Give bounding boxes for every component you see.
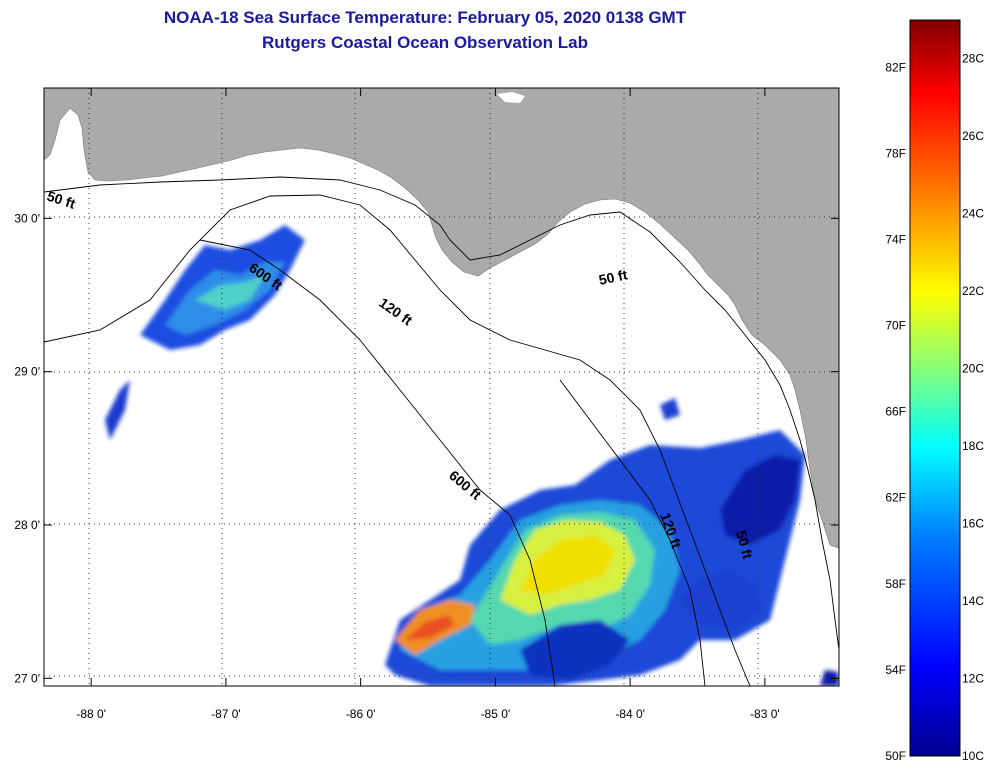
colorbar-fahrenheit-label: 82F [885,60,906,74]
colorbar-celsius-label: 28C [962,52,984,66]
colorbar-fahrenheit-label: 50F [885,749,906,763]
lon-tick-label: -84 0' [615,707,645,721]
colorbar-celsius-label: 20C [962,362,984,376]
inland-lake [497,92,525,103]
lon-tick-label: -83 0' [750,707,780,721]
map-subtitle: Rutgers Coastal Ocean Observation Lab [262,33,588,52]
colorbar-celsius-label: 14C [962,594,984,608]
colorbar-fahrenheit-label: 74F [885,233,906,247]
colorbar-celsius-label: 18C [962,439,984,453]
lon-tick-label: -88 0' [76,707,106,721]
lat-tick-label: 29 0' [14,365,40,379]
colorbar-celsius-label: 24C [962,207,984,221]
contour-label-50ft-east: 50 ft [597,266,629,288]
colorbar-fahrenheit-label: 78F [885,146,906,160]
depth-contours [44,176,839,686]
colorbar-fahrenheit-label: 58F [885,577,906,591]
colorbar-celsius-label: 12C [962,672,984,686]
colorbar-celsius-label: 10C [962,749,984,763]
lat-tick-label: 28 0' [14,518,40,532]
lat-tick-label: 30 0' [14,211,40,225]
colorbar-fahrenheit-label: 66F [885,405,906,419]
contour-label-50ft-south: 50 ft [733,529,756,561]
lat-tick-label: 27 0' [14,671,40,685]
colorbar [909,19,961,757]
lon-tick-label: -86 0' [346,707,376,721]
land-mass [44,88,839,549]
lon-tick-label: -87 0' [211,707,241,721]
colorbar-fahrenheit-label: 54F [885,663,906,677]
colorbar-celsius-label: 22C [962,284,984,298]
colorbar-fahrenheit-label: 70F [885,319,906,333]
map-title: NOAA-18 Sea Surface Temperature: Februar… [163,8,687,27]
plot-frame [43,87,840,687]
colorbar-fahrenheit-label: 62F [885,491,906,505]
colorbar-celsius-label: 26C [962,129,984,143]
colorbar-celsius-label: 16C [962,517,984,531]
lon-tick-label: -85 0' [481,707,511,721]
